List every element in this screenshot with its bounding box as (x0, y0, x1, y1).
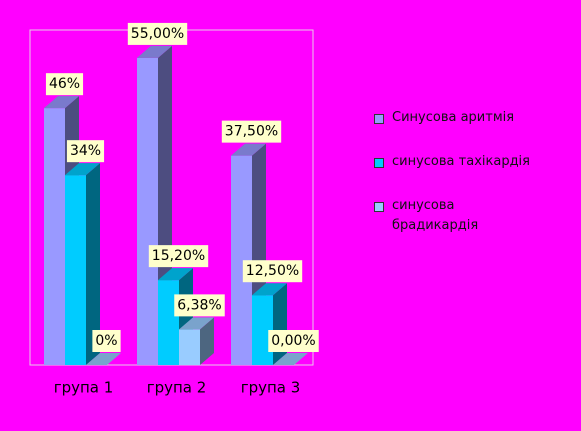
bar-front (44, 108, 65, 366)
bar-top (273, 353, 308, 365)
bar-top (65, 163, 100, 176)
legend-label: синусова брадикардія (392, 198, 479, 233)
bar-top (231, 143, 266, 156)
value-label-box (268, 330, 319, 352)
bar-top (252, 283, 287, 296)
bar (252, 283, 287, 365)
bar-front (252, 295, 273, 365)
bar-top (158, 268, 193, 281)
bar-top (179, 317, 214, 330)
bar-top (137, 45, 172, 58)
value-label: 55,00% (131, 26, 184, 42)
bar (65, 163, 100, 365)
bar (86, 353, 121, 365)
legend-item: синусова брадикардія (372, 196, 562, 236)
bar-side (273, 283, 287, 365)
value-label-box (174, 294, 225, 317)
value-label: 12,50% (246, 263, 299, 279)
bar-front (231, 155, 252, 365)
x-tick-label: група 2 (147, 379, 207, 397)
value-label-box (127, 22, 188, 45)
bar-top (86, 353, 121, 365)
value-label: 6,38% (177, 297, 221, 313)
bar-front (65, 175, 86, 365)
value-label-box (92, 330, 121, 352)
legend-swatch (374, 202, 384, 212)
value-label: 46% (49, 76, 80, 92)
legend-swatch (374, 158, 384, 168)
x-tick-label: група 1 (54, 379, 114, 397)
bar-front (137, 57, 158, 366)
bar-front (179, 329, 200, 365)
legend: Синусова аритмія синусова тахікардія синус… (372, 108, 562, 260)
legend-item: синусова тахікардія (372, 152, 562, 172)
value-label: 0% (95, 333, 117, 349)
bar (273, 353, 308, 365)
value-label-box (66, 140, 105, 163)
value-label-box (148, 245, 209, 268)
value-label: 34% (70, 143, 101, 159)
legend-label: синусова тахікардія (392, 154, 530, 169)
legend-item: Синусова аритмія (372, 108, 562, 128)
bar-side (86, 163, 100, 365)
bar-side (200, 317, 214, 365)
x-tick-label: група 3 (241, 379, 301, 397)
value-label-box (45, 73, 84, 96)
value-label: 37,50% (225, 124, 278, 140)
legend-swatch (374, 114, 384, 124)
bar-top (44, 96, 79, 109)
value-label: 0,00% (271, 333, 315, 349)
value-label-box (242, 260, 303, 283)
legend-label: Синусова аритмія (392, 110, 515, 125)
bar-front (158, 280, 179, 365)
value-label: 15,20% (152, 248, 205, 264)
value-label-box (221, 120, 282, 143)
bar (179, 317, 214, 365)
